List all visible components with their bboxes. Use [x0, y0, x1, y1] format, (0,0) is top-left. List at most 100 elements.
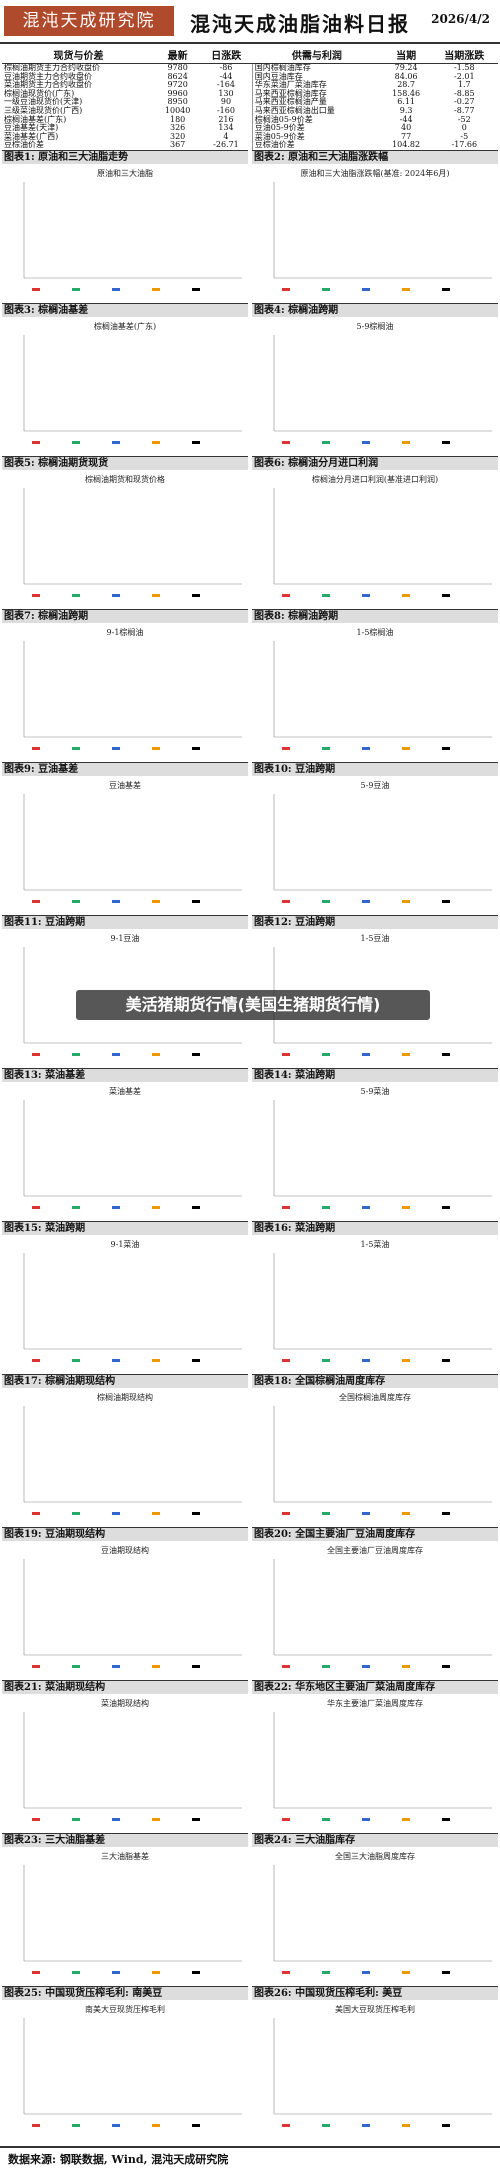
legend-swatch: [192, 441, 200, 444]
cell-value: 134: [218, 123, 234, 133]
figure: 图表8: 棕榈油跨期 1-5棕榈油: [252, 609, 498, 759]
legend-swatch: [72, 900, 80, 903]
chart-frame: 5-9菜油: [273, 1086, 492, 1209]
legend-swatch: [402, 1053, 410, 1056]
overlay-banner[interactable]: 美活猪期货行情(美国生猪期货行情): [76, 990, 430, 1020]
figure: 图表25: 中国现货压榨毛利: 南美豆 南美大豆现货压榨毛利: [2, 1986, 248, 2136]
legend-swatch: [32, 1512, 40, 1515]
legend-swatch: [152, 594, 160, 597]
chart-frame: 9-1棕榈油: [23, 627, 242, 750]
legend-swatch: [32, 1665, 40, 1668]
figure: 图表3: 棕榈油基差 棕榈油基差(广东): [2, 303, 248, 453]
legend-swatch: [112, 900, 120, 903]
legend-swatch: [32, 1206, 40, 1209]
figure: 图表20: 全国主要油厂豆油周度库存 全国主要油厂豆油周度库存: [252, 1527, 498, 1677]
legend-swatch: [322, 1665, 330, 1668]
cell-value: 367: [170, 140, 186, 150]
row-label: 马来西亚棕榈油产量: [251, 98, 382, 107]
legend-swatch: [112, 1053, 120, 1056]
legend-swatch: [32, 441, 40, 444]
legend-swatch: [112, 1971, 120, 1974]
figure-title: 图表19: 豆油期现结构: [2, 1527, 248, 1541]
legend-swatch: [362, 900, 370, 903]
legend-swatch: [72, 1818, 80, 1821]
chart-title: 华东主要油厂菜油周度库存: [327, 1698, 423, 1708]
legend-swatch: [442, 747, 450, 750]
legend-swatch: [402, 900, 410, 903]
chart-title: 豆油期现结构: [101, 1545, 149, 1555]
row-label: 国内豆油库存: [251, 72, 382, 82]
table-row: 菜油期货主力合约收盘价 9720 -164 华东菜油厂菜油库存 28.7 1.7: [2, 81, 498, 90]
chart-frame: 棕榈油期货和现货价格: [23, 474, 242, 597]
legend-swatch: [442, 1665, 450, 1668]
chart-frame: 5-9豆油: [273, 780, 492, 903]
legend-swatch: [402, 1665, 410, 1668]
chart-title: 原油和三大油脂: [97, 168, 153, 178]
legend-swatch: [112, 1512, 120, 1515]
legend-swatch: [282, 1206, 290, 1209]
legend-swatch: [112, 1359, 120, 1362]
legend-swatch: [32, 1359, 40, 1362]
divider: [0, 42, 500, 44]
legend-swatch: [192, 1818, 200, 1821]
figure-title: 图表7: 棕榈油跨期: [2, 609, 248, 623]
legend-swatch: [322, 1206, 330, 1209]
cell-value: 9960: [167, 88, 188, 98]
legend-swatch: [282, 441, 290, 444]
legend-swatch: [72, 1971, 80, 1974]
legend-swatch: [322, 1512, 330, 1515]
figure: 图表18: 全国棕榈油周度库存 全国棕榈油周度库存: [252, 1374, 498, 1524]
chart-title: 9-1棕榈油: [107, 627, 144, 637]
legend-swatch: [402, 441, 410, 444]
cell-value: -160: [216, 105, 235, 115]
legend-swatch: [322, 441, 330, 444]
legend-swatch: [112, 441, 120, 444]
legend-swatch: [322, 1359, 330, 1362]
chart-frame: 原油和三大油脂涨跌幅(基准: 2024年6月): [273, 168, 492, 291]
legend-swatch: [322, 1971, 330, 1974]
legend-swatch: [192, 1206, 200, 1209]
cell-value: -86: [219, 63, 233, 72]
legend-swatch: [152, 441, 160, 444]
chart-title: 棕榈油期货和现货价格: [85, 474, 165, 484]
figure: 图表14: 菜油跨期 5-9菜油: [252, 1068, 498, 1218]
legend-swatch: [152, 288, 160, 291]
legend-swatch: [402, 1206, 410, 1209]
row-label: 棕榈油现货价(广东): [4, 88, 75, 98]
cell-value: 79.24: [394, 63, 418, 72]
legend-swatch: [402, 288, 410, 291]
column-header: 日涨跌: [200, 46, 253, 64]
chart-title: 9-1菜油: [111, 1239, 140, 1249]
legend-swatch: [362, 594, 370, 597]
legend-swatch: [32, 288, 40, 291]
summary-table: 现货与价差 最新 日涨跌 供需与利润 当期 当期涨跌 棕榈油期货主力合约收盘价 9780 -86…: [2, 46, 498, 150]
chart-frame: 棕榈油分月进口利润(基准进口利润): [273, 474, 492, 597]
cell-value: -164: [216, 80, 235, 90]
legend-swatch: [152, 2124, 160, 2127]
cell-value: -52: [457, 114, 471, 124]
chart-frame: 9-1豆油: [23, 933, 242, 1056]
table-row: 三级菜油现货价(广西) 10040 -160 马来西亚棕榈油出口量 9.3 -8.77: [2, 105, 498, 116]
legend-swatch: [152, 1665, 160, 1668]
legend-swatch: [282, 747, 290, 750]
chart-frame: 南美大豆现货压榨毛利: [23, 2004, 242, 2127]
legend-swatch: [152, 747, 160, 750]
row-label: 菜油05-9价差: [251, 132, 382, 142]
chart-title: 菜油基差: [109, 1086, 141, 1096]
figure: 图表24: 三大油脂库存 全国三大油脂周度库存: [252, 1833, 498, 1983]
cell-value: 320: [170, 131, 186, 141]
chart-title: 三大油脂基差: [101, 1851, 149, 1861]
chart-frame: 原油和三大油脂: [23, 168, 242, 291]
chart-frame: 全国棕榈油周度库存: [273, 1392, 492, 1515]
figure: 图表26: 中国现货压榨毛利: 美豆 美国大豆现货压榨毛利: [252, 1986, 498, 2136]
legend-swatch: [402, 594, 410, 597]
report-date: 2026/4/2: [431, 12, 490, 26]
cell-value: 84.06: [394, 71, 418, 81]
column-header: 最新: [155, 46, 201, 64]
figure: 图表4: 棕榈油跨期 5-9棕榈油: [252, 303, 498, 453]
legend-swatch: [402, 2124, 410, 2127]
chart-frame: 三大油脂基差: [23, 1851, 242, 1974]
figure: 图表15: 菜油跨期 9-1菜油: [2, 1221, 248, 1371]
figure-title: 图表13: 菜油基差: [2, 1068, 248, 1082]
